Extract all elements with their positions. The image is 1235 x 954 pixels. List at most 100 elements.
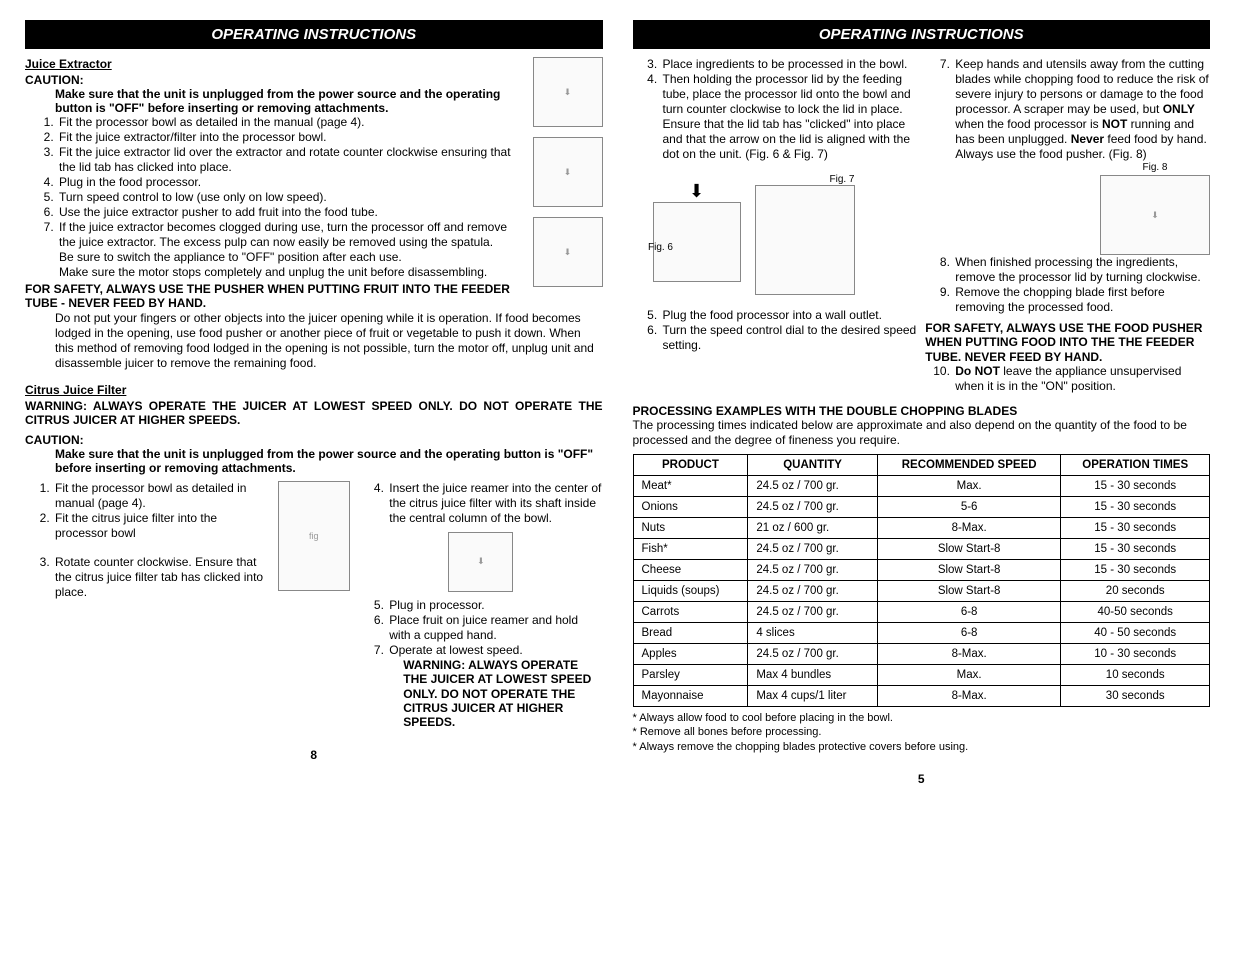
table-cell: 8-Max. — [877, 518, 1061, 539]
s7-not: NOT — [1102, 117, 1127, 131]
table-cell: Max 4 bundles — [748, 665, 878, 686]
list-item: Do NOT leave the appliance unsupervised … — [953, 364, 1210, 394]
caution-2: CAUTION: Make sure that the unit is unpl… — [25, 433, 603, 475]
table-row: Apples24.5 oz / 700 gr.8-Max.10 - 30 sec… — [633, 644, 1210, 665]
juice-figures: ⬇ ⬇ ⬇ — [533, 57, 603, 287]
citrus-steps-b2: Plug in processor. Place fruit on juice … — [359, 598, 602, 658]
table-cell: 5-6 — [877, 497, 1061, 518]
table-cell: Apples — [633, 644, 748, 665]
fig7-wrap: Fig. 7 — [755, 172, 855, 298]
list-item: Insert the juice reamer into the center … — [387, 481, 602, 526]
citrus-final-warning: WARNING: ALWAYS OPERATE THE JUICER AT LO… — [359, 658, 602, 730]
table-cell: Mayonnaise — [633, 686, 748, 707]
table-cell: 24.5 oz / 700 gr. — [748, 560, 878, 581]
table-cell: 24.5 oz / 700 gr. — [748, 497, 878, 518]
caution-body: Make sure that the unit is unplugged fro… — [25, 87, 603, 115]
juice-fig-1: ⬇ — [533, 57, 603, 127]
list-item: Plug the food processor into a wall outl… — [661, 308, 918, 323]
list-item: When finished processing the ingredients… — [953, 255, 1210, 285]
table-cell: 24.5 oz / 700 gr. — [748, 581, 878, 602]
s7-mid: when the food processor is — [955, 117, 1102, 131]
citrus-steps-a: Fit the processor bowl as detailed in ma… — [25, 481, 268, 541]
footnotes: * Always allow food to cool before placi… — [633, 711, 1211, 754]
table-cell: 4 slices — [748, 623, 878, 644]
citrus-col-b: Insert the juice reamer into the center … — [359, 481, 602, 730]
table-row: Carrots24.5 oz / 700 gr.6-840-50 seconds — [633, 602, 1210, 623]
footnote: * Always remove the chopping blades prot… — [633, 740, 1211, 754]
fig-6-7-row: ⬇ Fig. 6 Fig. 7 — [653, 172, 918, 298]
step7-text: If the juice extractor becomes clogged d… — [59, 220, 507, 249]
page-5: OPERATING INSTRUCTIONS Place ingredients… — [633, 20, 1211, 786]
table-cell: Fish* — [633, 539, 748, 560]
table-cell: Onions — [633, 497, 748, 518]
juice-fig-2: ⬇ — [533, 137, 603, 207]
caution-label: CAUTION: — [25, 73, 84, 87]
footnote: * Always allow food to cool before placi… — [633, 711, 1211, 725]
table-row: Meat*24.5 oz / 700 gr.Max.15 - 30 second… — [633, 476, 1210, 497]
safety-body-1: Do not put your fingers or other objects… — [25, 311, 603, 371]
table-cell: 10 - 30 seconds — [1061, 644, 1210, 665]
table-header-row: PRODUCT QUANTITY RECOMMENDED SPEED OPERA… — [633, 455, 1210, 476]
table-cell: 15 - 30 seconds — [1061, 560, 1210, 581]
steps-5-6: Plug the food processor into a wall outl… — [633, 308, 918, 353]
juice-fig-3: ⬇ — [533, 217, 603, 287]
table-cell: 6-8 — [877, 602, 1061, 623]
header-bar-left: OPERATING INSTRUCTIONS — [25, 20, 603, 49]
list-item: If the juice extractor becomes clogged d… — [57, 220, 603, 280]
citrus-fig-a: fig — [276, 481, 351, 730]
list-item: Keep hands and utensils away from the cu… — [953, 57, 1210, 162]
citrus-columns: Fit the processor bowl as detailed in ma… — [25, 481, 603, 730]
list-item: Plug in the food processor. — [57, 175, 603, 190]
th-times: OPERATION TIMES — [1061, 455, 1210, 476]
header-bar-right: OPERATING INSTRUCTIONS — [633, 20, 1211, 49]
list-item: Remove the chopping blade first before r… — [953, 285, 1210, 315]
table-row: Cheese24.5 oz / 700 gr.Slow Start-815 - … — [633, 560, 1210, 581]
table-cell: 15 - 30 seconds — [1061, 476, 1210, 497]
table-cell: 15 - 30 seconds — [1061, 518, 1210, 539]
table-cell: 8-Max. — [877, 686, 1061, 707]
figure-8: ⬇ — [1100, 175, 1210, 255]
th-speed: RECOMMENDED SPEED — [877, 455, 1061, 476]
figure-7 — [755, 185, 855, 295]
fig6-wrap: ⬇ Fig. 6 — [653, 181, 741, 298]
table-cell: 24.5 oz / 700 gr. — [748, 539, 878, 560]
steps-3-4: Place ingredients to be processed in the… — [633, 57, 918, 162]
table-cell: Slow Start-8 — [877, 581, 1061, 602]
caution-1: CAUTION: Make sure that the unit is unpl… — [25, 73, 603, 115]
table-cell: 40-50 seconds — [1061, 602, 1210, 623]
top-columns: Place ingredients to be processed in the… — [633, 57, 1211, 394]
list-item: Fit the processor bowl as detailed in th… — [57, 115, 603, 130]
fig8-label: Fig. 8 — [1100, 162, 1210, 173]
citrus-steps-a2: Rotate counter clockwise. Ensure that th… — [25, 555, 268, 600]
table-cell: 21 oz / 600 gr. — [748, 518, 878, 539]
citrus-title: Citrus Juice Filter — [25, 383, 603, 397]
table-cell: Cheese — [633, 560, 748, 581]
table-cell: 40 - 50 seconds — [1061, 623, 1210, 644]
list-item: Fit the citrus juice filter into the pro… — [53, 511, 268, 541]
list-item: Rotate counter clockwise. Ensure that th… — [53, 555, 268, 600]
table-cell: Max. — [877, 665, 1061, 686]
step7-post-b: Make sure the motor stops completely and… — [59, 265, 487, 279]
table-cell: Liquids (soups) — [633, 581, 748, 602]
table-cell: 20 seconds — [1061, 581, 1210, 602]
warning-label: WARNING: — [25, 399, 87, 413]
steps-8-9: When finished processing the ingredients… — [925, 255, 1210, 315]
processing-table: PRODUCT QUANTITY RECOMMENDED SPEED OPERA… — [633, 454, 1211, 707]
list-item: Plug in processor. — [387, 598, 602, 613]
table-cell: Max 4 cups/1 liter — [748, 686, 878, 707]
fig8-wrap: Fig. 8 ⬇ — [1100, 162, 1210, 255]
list-item: Turn the speed control dial to the desir… — [661, 323, 918, 353]
safety-heading-2: FOR SAFETY, ALWAYS USE THE FOOD PUSHER W… — [925, 321, 1210, 364]
safety-heading-1: FOR SAFETY, ALWAYS USE THE PUSHER WHEN P… — [25, 282, 603, 311]
top-col-left: Place ingredients to be processed in the… — [633, 57, 918, 394]
table-cell: Carrots — [633, 602, 748, 623]
table-cell: Max. — [877, 476, 1061, 497]
th-product: PRODUCT — [633, 455, 748, 476]
page-8: OPERATING INSTRUCTIONS ⬇ ⬇ ⬇ Juice Extra… — [25, 20, 603, 786]
table-cell: 8-Max. — [877, 644, 1061, 665]
s7-only: ONLY — [1163, 102, 1195, 116]
page-number-left: 8 — [25, 748, 603, 762]
table-cell: 30 seconds — [1061, 686, 1210, 707]
table-cell: Meat* — [633, 476, 748, 497]
table-cell: 10 seconds — [1061, 665, 1210, 686]
